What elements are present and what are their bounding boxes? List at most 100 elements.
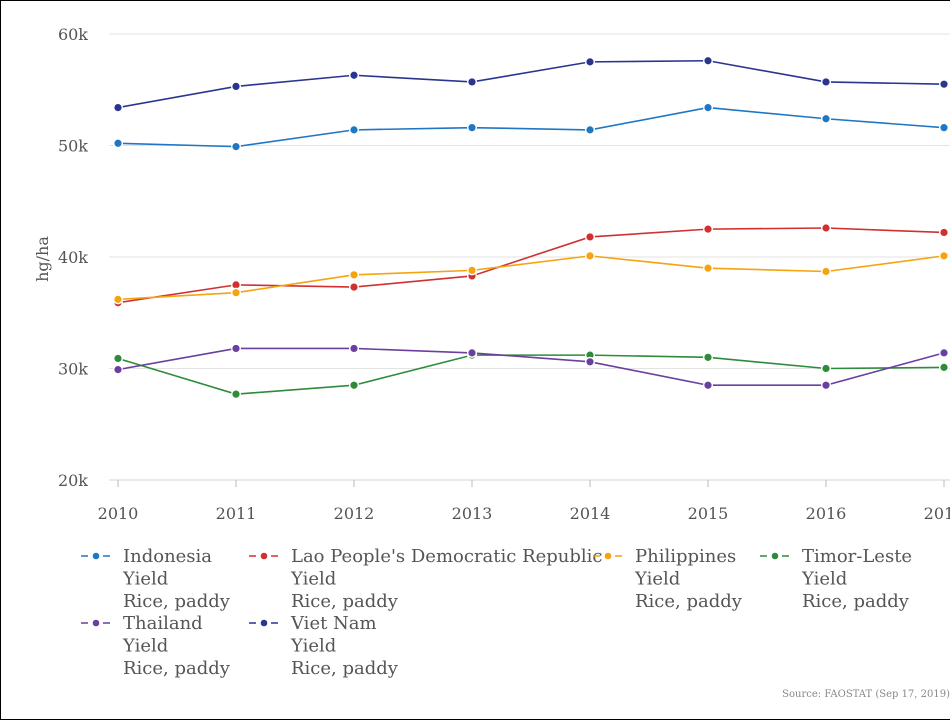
- x-axis-ticks: 2010 2011 2012 2013 2014 2015 2016 2017: [98, 480, 950, 523]
- series-line: [117, 227, 945, 304]
- legend-item[interactable]: Lao People's Democratic RepublicYieldRic…: [249, 546, 603, 612]
- data-point[interactable]: [821, 113, 832, 124]
- legend-label: Yield: [122, 636, 168, 657]
- legend-label: Philippines: [635, 546, 736, 567]
- data-point[interactable]: [939, 362, 950, 373]
- data-point[interactable]: [703, 263, 714, 274]
- legend-label: Rice, paddy: [635, 591, 743, 612]
- legend-label: Rice, paddy: [802, 591, 910, 612]
- data-point[interactable]: [939, 347, 950, 358]
- series-line: [117, 59, 945, 109]
- data-point[interactable]: [585, 356, 596, 367]
- data-point[interactable]: [112, 353, 123, 364]
- series-group: [112, 55, 950, 400]
- data-point[interactable]: [467, 347, 478, 358]
- data-point[interactable]: [230, 287, 241, 298]
- x-tick-label: 2011: [216, 504, 257, 523]
- legend-swatch-marker: [603, 551, 613, 561]
- data-point[interactable]: [939, 122, 950, 133]
- x-tick-label: 2013: [452, 504, 493, 523]
- data-point[interactable]: [939, 250, 950, 261]
- data-point[interactable]: [349, 269, 360, 280]
- y-tick-label: 50k: [58, 137, 88, 156]
- legend-label: Yield: [634, 569, 680, 590]
- data-point[interactable]: [230, 81, 241, 92]
- y-tick-label: 20k: [58, 471, 88, 490]
- data-point[interactable]: [585, 124, 596, 135]
- data-point[interactable]: [230, 141, 241, 152]
- legend-swatch-marker: [259, 551, 269, 561]
- legend-label: Rice, paddy: [291, 591, 399, 612]
- legend-label: Yield: [122, 569, 168, 590]
- x-tick-label: 2017: [924, 504, 950, 523]
- legend-label: Indonesia: [123, 546, 212, 567]
- data-point[interactable]: [230, 343, 241, 354]
- data-point[interactable]: [703, 102, 714, 113]
- data-point[interactable]: [467, 122, 478, 133]
- y-tick-label: 60k: [58, 25, 88, 44]
- series-line: [117, 347, 945, 387]
- data-point[interactable]: [112, 294, 123, 305]
- y-tick-label: 30k: [58, 360, 88, 379]
- data-point[interactable]: [230, 389, 241, 400]
- data-point[interactable]: [585, 231, 596, 242]
- legend-swatch-marker: [770, 551, 780, 561]
- data-point[interactable]: [112, 364, 123, 375]
- legend-label: Rice, paddy: [123, 658, 231, 679]
- x-tick-label: 2015: [688, 504, 729, 523]
- data-point[interactable]: [112, 102, 123, 113]
- legend-label: Thailand: [123, 613, 203, 634]
- x-tick-label: 2014: [570, 504, 611, 523]
- y-axis-label: hg/ha: [33, 236, 52, 282]
- data-point[interactable]: [585, 56, 596, 67]
- series-philippines: [112, 250, 950, 305]
- series-line: [117, 106, 945, 148]
- data-point[interactable]: [939, 227, 950, 238]
- series-line: [117, 354, 945, 395]
- source-note: Source: FAOSTAT (Sep 17, 2019): [782, 689, 950, 700]
- data-point[interactable]: [112, 138, 123, 149]
- series-thailand: [112, 343, 950, 391]
- legend-label: Viet Nam: [290, 613, 377, 634]
- series-line: [117, 255, 945, 301]
- legend-label: Rice, paddy: [291, 658, 399, 679]
- data-point[interactable]: [585, 250, 596, 261]
- data-point[interactable]: [821, 223, 832, 234]
- data-point[interactable]: [703, 55, 714, 66]
- x-tick-label: 2012: [334, 504, 375, 523]
- data-point[interactable]: [349, 282, 360, 293]
- data-point[interactable]: [703, 380, 714, 391]
- series-viet-nam: [112, 55, 950, 113]
- y-tick-label: 40k: [58, 248, 88, 267]
- data-point[interactable]: [703, 352, 714, 363]
- data-point[interactable]: [821, 76, 832, 87]
- legend-swatch-marker: [259, 618, 269, 628]
- data-point[interactable]: [349, 70, 360, 81]
- legend-label: Yield: [290, 569, 336, 590]
- data-point[interactable]: [821, 266, 832, 277]
- y-axis-ticks: 20k 30k 40k 50k 60k: [58, 25, 88, 490]
- data-point[interactable]: [939, 79, 950, 90]
- legend-swatch-marker: [91, 551, 101, 561]
- legend-label: Lao People's Democratic Republic: [291, 546, 603, 567]
- data-point[interactable]: [703, 224, 714, 235]
- legend-label: Timor-Leste: [802, 546, 912, 567]
- data-point[interactable]: [821, 363, 832, 374]
- legend-label: Yield: [801, 569, 847, 590]
- data-point[interactable]: [467, 265, 478, 276]
- series-indonesia: [112, 102, 950, 152]
- data-point[interactable]: [821, 380, 832, 391]
- data-point[interactable]: [349, 343, 360, 354]
- legend-label: Yield: [290, 636, 336, 657]
- data-point[interactable]: [349, 124, 360, 135]
- data-point[interactable]: [349, 380, 360, 391]
- data-point[interactable]: [467, 76, 478, 87]
